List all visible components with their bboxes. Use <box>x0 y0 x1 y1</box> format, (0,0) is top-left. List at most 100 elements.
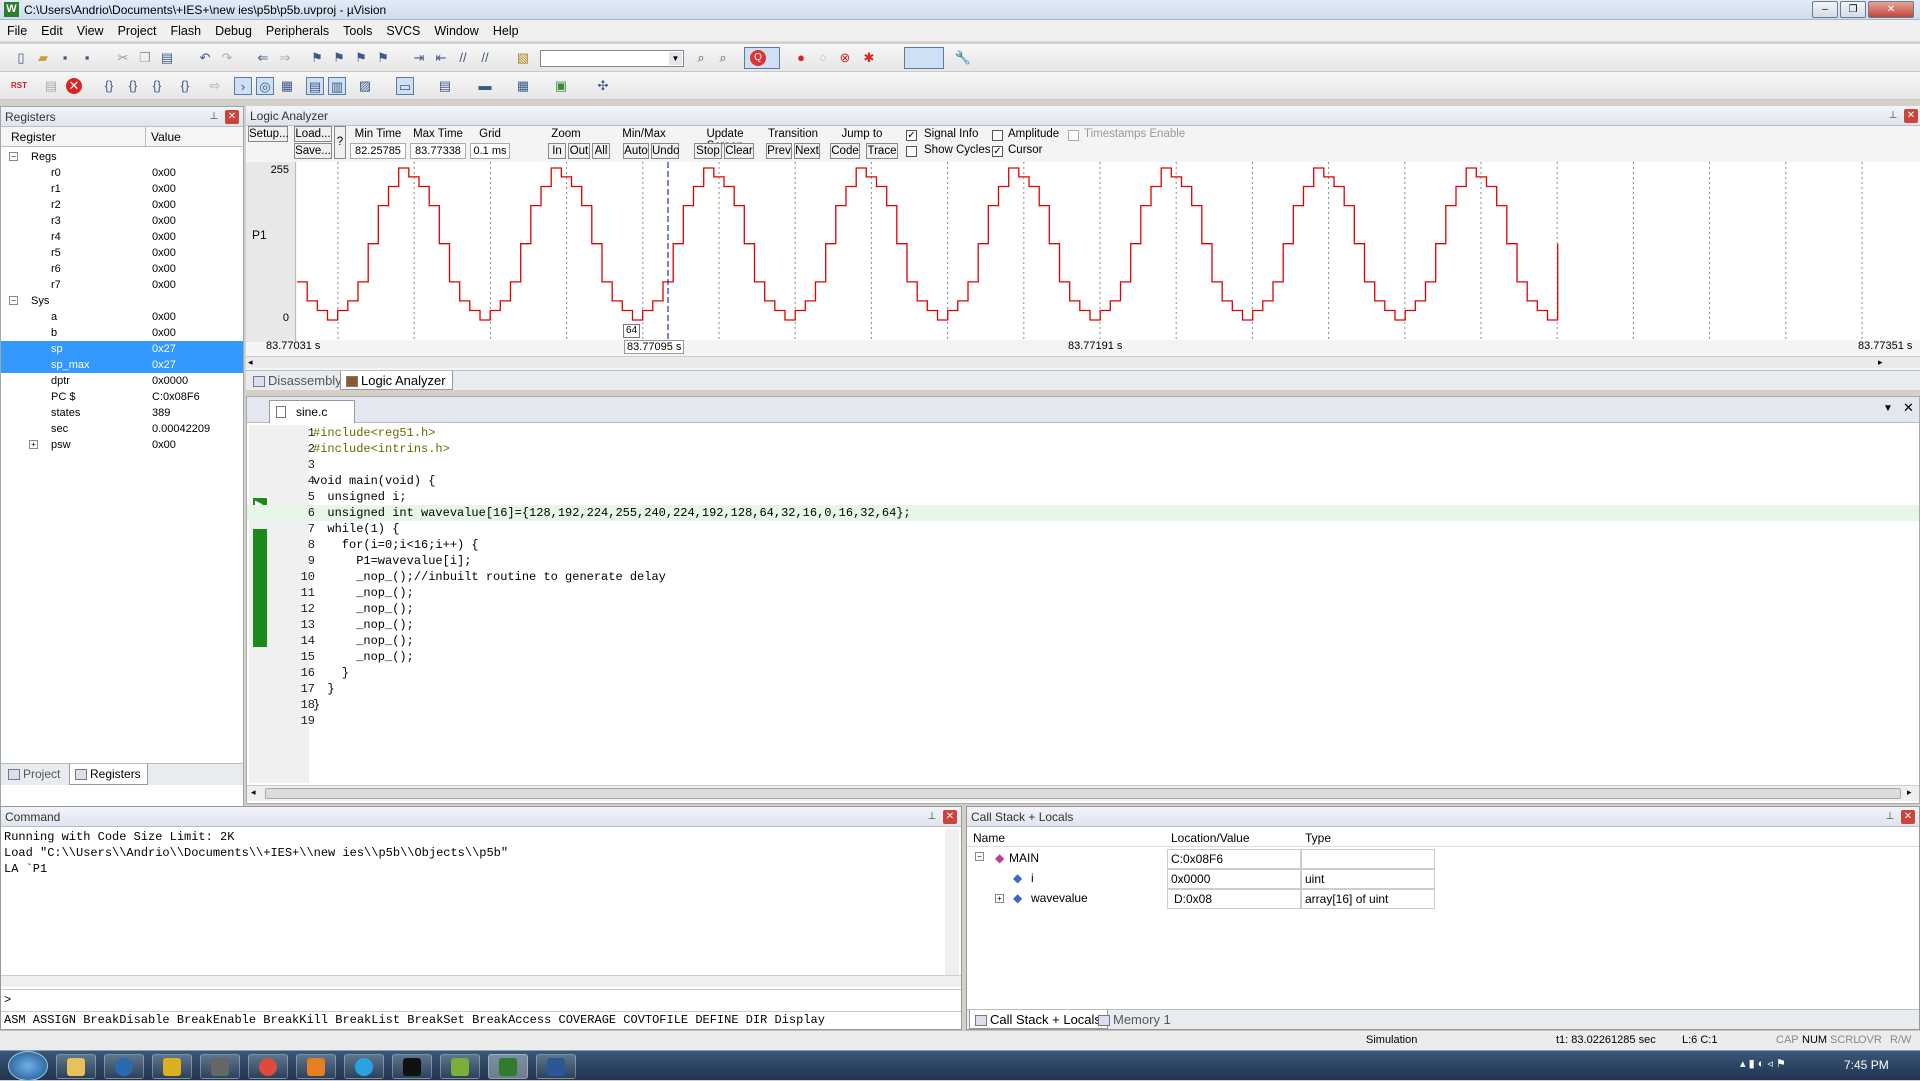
symbols-window-icon[interactable]: ▦ <box>280 78 294 93</box>
register-row[interactable]: states 389 <box>1 405 243 421</box>
breakpoint-disable-all-icon[interactable]: ⊗ <box>839 50 851 65</box>
code-line[interactable]: 6 unsigned int wavevalue[16]={128,192,22… <box>247 505 1919 521</box>
tab-list-dropdown-icon[interactable]: ▼ <box>1883 403 1893 414</box>
save-icon[interactable]: ▪ <box>62 50 68 65</box>
register-value[interactable]: 0x0000 <box>152 375 189 387</box>
stop-icon[interactable]: ✕ <box>66 78 82 94</box>
menu-view[interactable]: View <box>76 24 104 38</box>
code-line[interactable]: 19 <box>247 713 1919 729</box>
code-line[interactable]: 12 _nop_(); <box>247 601 1919 617</box>
pin-icon[interactable]: ⊥ <box>209 111 219 122</box>
register-row[interactable]: b 0x00 <box>1 325 243 341</box>
tab-project[interactable]: Project <box>3 764 66 785</box>
collapse-icon[interactable]: − <box>975 852 984 861</box>
register-row[interactable]: r5 0x00 <box>1 245 243 261</box>
taskbar-word[interactable] <box>536 1054 576 1079</box>
trace-window-icon[interactable]: ▦ <box>516 78 530 93</box>
nav-forward-icon[interactable]: ⇒ <box>279 50 291 65</box>
auto-button[interactable]: Auto <box>623 143 649 159</box>
editor-horizontal-scrollbar[interactable]: ◂ ▸ <box>247 785 1919 801</box>
step-out-icon[interactable]: {} <box>152 78 162 93</box>
start-button[interactable] <box>8 1051 48 1081</box>
debug-session-button[interactable]: Q <box>744 47 780 69</box>
register-value[interactable]: C:0x08F6 <box>152 391 200 403</box>
save-all-icon[interactable]: ▪ <box>84 50 90 65</box>
register-value[interactable]: 0x00 <box>152 199 176 211</box>
amplitude-checkbox[interactable] <box>992 130 1003 141</box>
code-line[interactable]: 2 #include<intrins.h> <box>247 441 1919 457</box>
register-row[interactable]: a 0x00 <box>1 309 243 325</box>
zoom-all-button[interactable]: All <box>592 143 610 159</box>
register-value[interactable]: 0x00 <box>152 231 176 243</box>
step-over-icon[interactable]: {} <box>128 78 138 93</box>
taskbar-explorer[interactable] <box>56 1054 96 1079</box>
command-vscrollbar[interactable] <box>945 829 959 975</box>
register-row[interactable]: + psw 0x00 <box>1 437 243 453</box>
taskbar-app-9[interactable] <box>440 1054 480 1079</box>
close-icon[interactable]: ✕ <box>943 810 957 824</box>
stop-update-button[interactable]: Stop <box>694 143 722 159</box>
open-folder-icon[interactable]: ▰ <box>38 50 48 65</box>
bookmark-next-icon[interactable]: ⚑ <box>355 50 367 65</box>
uncomment-icon[interactable]: // <box>481 50 489 65</box>
tab-memory-1[interactable]: Memory 1 <box>1093 1010 1177 1029</box>
collapse-icon[interactable]: − <box>9 296 18 305</box>
register-value[interactable]: 0x00 <box>152 247 176 259</box>
signal-info-checkbox[interactable]: ✓ <box>906 130 917 141</box>
menu-tools[interactable]: Tools <box>343 24 373 38</box>
name-column-header[interactable]: Name <box>973 831 1006 845</box>
register-value[interactable]: 0x00 <box>152 439 176 451</box>
find-combo[interactable]: ▼ <box>540 50 684 67</box>
cursor-checkbox[interactable]: ✓ <box>992 146 1003 157</box>
analysis-window-icon[interactable]: ▬ <box>478 78 492 93</box>
maximize-button[interactable]: ❐ <box>1840 1 1866 18</box>
taskbar-uvision[interactable] <box>488 1054 528 1079</box>
run-icon[interactable]: ▤ <box>44 78 58 93</box>
menu-file[interactable]: File <box>7 24 28 38</box>
nav-back-icon[interactable]: ⇐ <box>257 50 269 65</box>
breakpoint-kill-all-icon[interactable]: ✱ <box>863 50 875 65</box>
register-value[interactable]: 0x00 <box>152 183 176 195</box>
register-value[interactable]: 0x00 <box>152 327 176 339</box>
code-line[interactable]: 4 void main(void) { <box>247 473 1919 489</box>
taskbar-app-2[interactable] <box>104 1054 144 1079</box>
close-window-button[interactable]: ✕ <box>1868 1 1914 18</box>
collapse-icon[interactable]: − <box>9 152 18 161</box>
command-window-icon[interactable]: › <box>234 77 252 95</box>
prev-transition-button[interactable]: Prev <box>766 143 792 159</box>
code-line[interactable]: 5 unsigned i; <box>247 489 1919 505</box>
save-button[interactable]: Save... <box>294 143 332 159</box>
menu-flash[interactable]: Flash <box>170 24 202 38</box>
jump-code-button[interactable]: Code <box>830 143 860 159</box>
close-icon[interactable]: ✕ <box>1901 810 1915 824</box>
step-into-icon[interactable]: {} <box>104 78 114 93</box>
timestamps-checkbox[interactable] <box>1068 130 1079 141</box>
indent-icon[interactable]: ⇥ <box>413 50 425 65</box>
code-line[interactable]: 16 } <box>247 665 1919 681</box>
register-value[interactable]: 0x27 <box>152 343 176 355</box>
bookmark-prev-icon[interactable]: ⚑ <box>333 50 345 65</box>
memory-window-icon[interactable]: ▭ <box>396 77 414 95</box>
type-column-header[interactable]: Type <box>1305 831 1332 845</box>
find-in-files-icon[interactable]: ▧ <box>516 50 530 65</box>
register-row[interactable]: r4 0x00 <box>1 229 243 245</box>
register-row[interactable]: sec 0.00042209 <box>1 421 243 437</box>
code-line[interactable]: 11 _nop_(); <box>247 585 1919 601</box>
register-row[interactable]: dptr 0x0000 <box>1 373 243 389</box>
close-icon[interactable]: ✕ <box>225 110 239 124</box>
configure-icon[interactable]: 🔧 <box>954 50 972 65</box>
locals-row-main[interactable]: − ◆ MAIN C:0x08F6 <box>967 849 1919 869</box>
register-row[interactable]: r0 0x00 <box>1 165 243 181</box>
value-column-header[interactable]: Value <box>145 127 181 147</box>
reset-cpu-icon[interactable]: RST <box>11 81 27 90</box>
locals-row-wavevalue[interactable]: + ◆ wavevalue D:0x08 array[16] of uint <box>967 889 1919 909</box>
disassembly-window-icon[interactable]: ◎ <box>256 77 274 95</box>
code-line[interactable]: 9 P1=wavevalue[i]; <box>247 553 1919 569</box>
code-line[interactable]: 1 #include<reg51.h> <box>247 425 1919 441</box>
load-button[interactable]: Load... <box>294 126 332 142</box>
la-horizontal-scrollbar[interactable]: ◂ ▸ <box>246 356 1920 368</box>
register-row[interactable]: sp 0x27 <box>1 341 243 357</box>
menu-window[interactable]: Window <box>434 24 479 38</box>
register-row[interactable]: r6 0x00 <box>1 261 243 277</box>
menu-edit[interactable]: Edit <box>41 24 63 38</box>
